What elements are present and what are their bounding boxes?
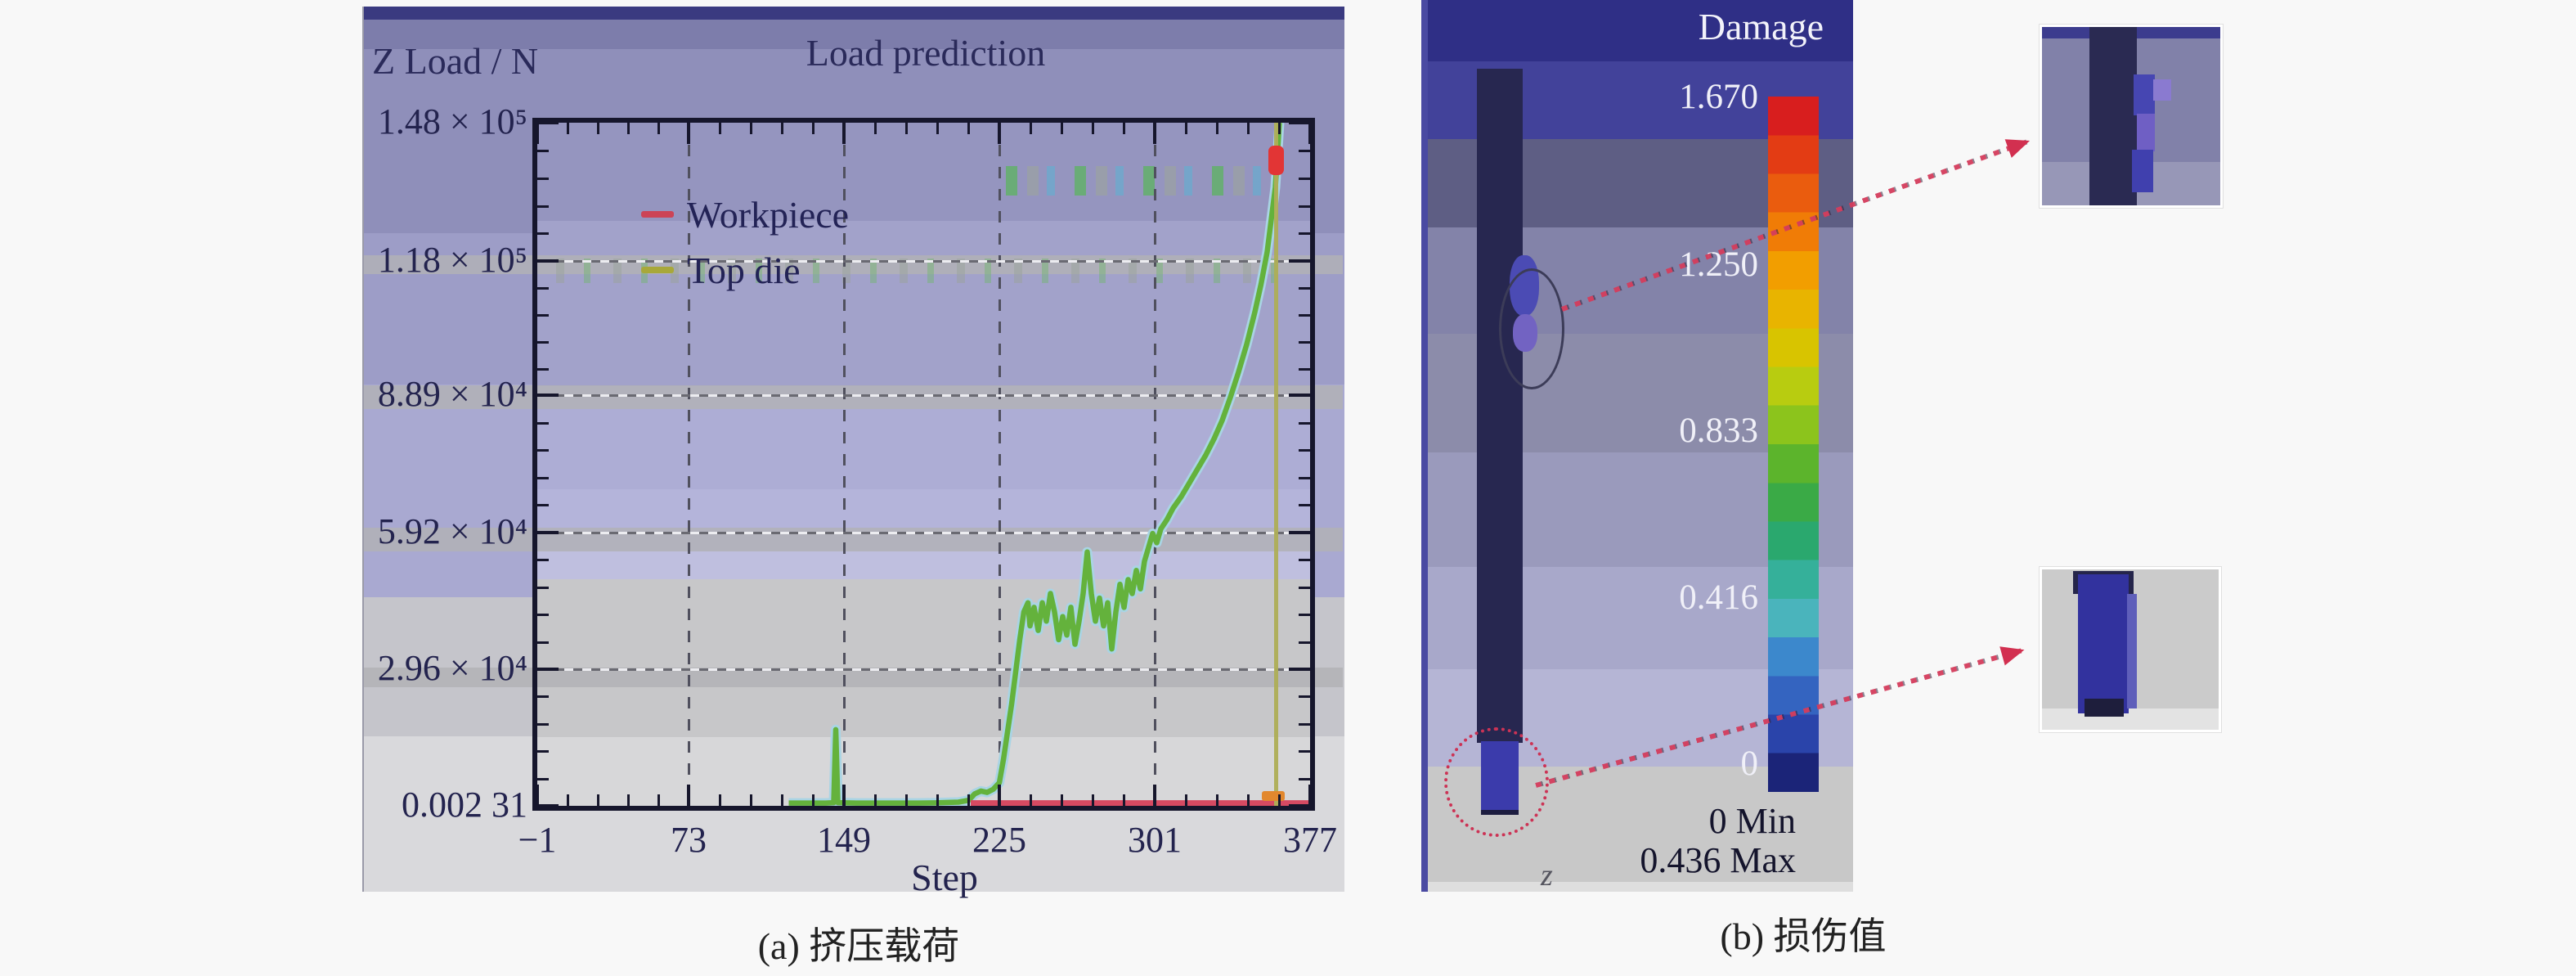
y-tick-label: 5.92 × 10⁴ [377, 511, 527, 551]
inset-defect-zoom [2040, 25, 2223, 208]
inset-damage-column [2127, 594, 2137, 708]
focus-ellipse [1444, 727, 1549, 837]
arrowhead-icon [1999, 640, 2027, 666]
inset-damage-patch [2137, 114, 2155, 151]
colorbar-tick-label: 1.670 [1679, 78, 1758, 116]
caption-a: (a) 挤压载荷 [757, 925, 960, 967]
inset-damage-patch [2134, 74, 2155, 115]
colorbar-title: Damage [1698, 6, 1824, 47]
inset-workpiece-bar [2089, 27, 2137, 205]
legend: Workpiece Top die [641, 187, 849, 298]
legend-label: Workpiece [687, 193, 850, 236]
workpiece-peak-marker [1268, 146, 1284, 175]
y-axis-title: Z Load / N [372, 40, 539, 82]
plot-area [537, 123, 1310, 806]
max-value-label: 0.436 Max [1640, 840, 1796, 880]
top-die-line-swatch [641, 267, 674, 273]
z-axis-label: z [1541, 858, 1553, 893]
band-stripe [364, 385, 1343, 409]
legend-item-top-die: Top die [641, 242, 849, 298]
damage-colorbar [1768, 97, 1819, 792]
inset-bottom-zoom [2040, 567, 2221, 732]
x-tick-label: −1 [518, 820, 557, 860]
load-curves [788, 123, 1310, 806]
legend-label: Top die [687, 249, 801, 291]
y-tick-label: 1.18 × 10⁵ [377, 240, 527, 281]
inset-damage-bar [2078, 574, 2129, 713]
y-tick-label: 0.002 31 [402, 785, 527, 825]
x-tick-label: 73 [671, 820, 707, 860]
band-stripe [364, 668, 1343, 687]
caption-b: (b) 损伤值 [1720, 915, 1887, 957]
plot-frame [532, 118, 1315, 811]
chart-title: Load prediction [806, 32, 1046, 74]
workpiece-line-swatch [641, 211, 674, 218]
arrowhead-icon [2004, 131, 2034, 158]
x-axis-title: Step [911, 857, 978, 898]
legend-item-workpiece: Workpiece [641, 187, 849, 242]
y-tick-label: 8.89 × 10⁴ [377, 374, 527, 415]
inset-damage-patch [2132, 150, 2153, 192]
peak-annotation-artifact [1006, 166, 1271, 196]
defect-ring-outline [1499, 268, 1564, 389]
current-step-marker-line [1273, 123, 1278, 806]
inset-bar-tip [2085, 699, 2124, 717]
colorbar-tick-label: 0 [1740, 744, 1759, 783]
x-tick-label: 225 [972, 820, 1026, 860]
colorbar-tick-label: 0.833 [1679, 412, 1758, 451]
band-stripe [364, 528, 1343, 551]
colorbar-tick-label: 0.416 [1679, 578, 1758, 617]
y-tick-label: 1.48 × 10⁵ [377, 101, 527, 142]
y-tick-label: 2.96 × 10⁴ [377, 648, 527, 688]
x-tick-label: 377 [1283, 820, 1337, 860]
x-tick-label: 301 [1128, 820, 1182, 860]
inset-damage-patch [2153, 79, 2171, 101]
workpiece-body [1477, 69, 1523, 743]
x-tick-label: 149 [817, 820, 871, 860]
min-value-label: 0 Min [1708, 801, 1796, 841]
